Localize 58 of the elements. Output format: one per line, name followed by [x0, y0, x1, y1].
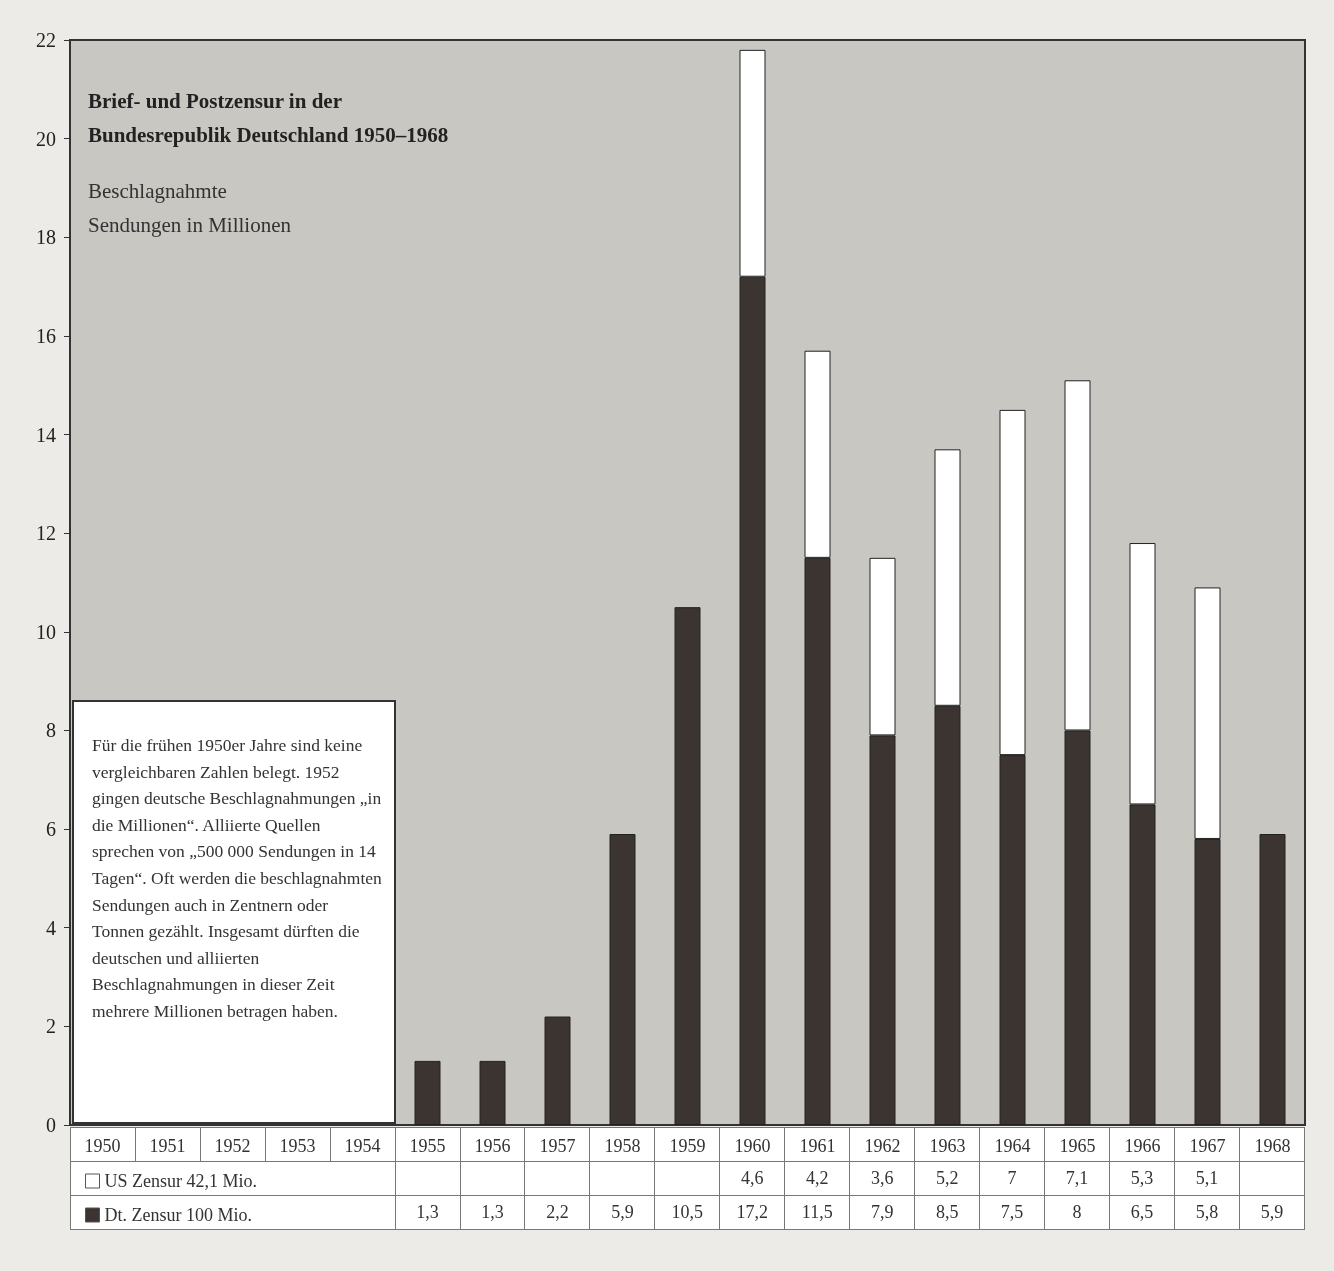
x-tick-label: 1955: [409, 1136, 446, 1156]
data-label: 2,2: [524, 1195, 590, 1230]
x-tick-label: 1958: [604, 1136, 641, 1156]
y-tick-label: 10: [36, 620, 56, 643]
y-tick-label: 0: [46, 1114, 56, 1136]
data-label: 5,2: [914, 1161, 980, 1196]
data-label: 4,6: [719, 1161, 785, 1196]
data-label: 5,3: [1109, 1161, 1175, 1196]
y-tick-label: 12: [36, 522, 56, 545]
x-tick-label: 1961: [799, 1136, 836, 1156]
x-tick-label: 1960: [734, 1136, 771, 1156]
data-label: 1,3: [395, 1195, 461, 1230]
x-tick-label: 1966: [1124, 1136, 1161, 1156]
data-label: 8: [1044, 1195, 1110, 1230]
data-label: 4,2: [784, 1161, 850, 1196]
y-tick-label: 6: [46, 818, 56, 841]
x-tick-label: 1963: [929, 1136, 966, 1156]
x-tick-label: 1951: [149, 1136, 186, 1156]
data-label: 5,9: [1239, 1195, 1305, 1230]
x-tick-label: 1962: [864, 1136, 901, 1156]
data-label: 10,5: [654, 1195, 720, 1230]
data-label: 6,5: [1109, 1195, 1175, 1230]
data-label: 3,6: [849, 1161, 915, 1196]
data-label: 7,1: [1044, 1161, 1110, 1196]
y-tick-label: 4: [46, 916, 56, 939]
data-label: 7: [979, 1161, 1045, 1196]
data-label: 7,5: [979, 1195, 1045, 1230]
y-tick-label: 14: [36, 423, 56, 446]
y-tick-label: 22: [36, 29, 56, 51]
y-tick-label: 20: [36, 127, 56, 150]
legend-label: US Zensur 42,1 Mio.: [104, 1171, 257, 1191]
x-tick-label: 1954: [344, 1136, 381, 1156]
x-tick-label: 1950: [84, 1136, 121, 1156]
text: Beschlagnahmte Sendungen in Millionen: [88, 178, 292, 239]
x-tick-label: 1952: [214, 1136, 251, 1156]
y-tick-label: 18: [36, 226, 56, 249]
x-tick-label: 1965: [1059, 1136, 1096, 1156]
x-tick-label: 1967: [1189, 1136, 1226, 1156]
data-label: 5,8: [1174, 1195, 1240, 1230]
legend-label: Dt. Zensur 100 Mio.: [104, 1205, 252, 1225]
data-label: 8,5: [914, 1195, 980, 1230]
x-tick-label: 1957: [539, 1136, 576, 1156]
y-tick-label: 8: [46, 719, 56, 742]
y-tick-label: 2: [46, 1015, 56, 1038]
data-label: 7,9: [849, 1195, 915, 1230]
x-tick-label: 1956: [474, 1136, 511, 1156]
x-tick-label: 1968: [1254, 1136, 1291, 1156]
text: Brief- und Postzensur in der Bundesrepublik Deutschland 1950–1968: [88, 88, 450, 149]
x-tick-label: 1964: [994, 1136, 1031, 1156]
data-label: 5,1: [1174, 1161, 1240, 1196]
data-label: 17,2: [719, 1195, 785, 1230]
note-box: Für die frühen 1950er Jahre sind keine vergleichbaren Zahlen belegt. 1952 gingen deutsche Beschlagnahmungen „in die Millionen“. Alliierte Quellen sprechen von „500 000 Sendungen in 14 Tagen“. Oft werden die beschlagnahmten Sendungen auch in Zentnern oder Tonnen gezählt. Insgesamt dürften die deutschen und alliierten Beschlagnahmungen in dieser Zeit mehrere Millionen betragen haben.: [72, 700, 396, 1124]
x-tick-label: 1959: [669, 1136, 706, 1156]
y-tick-label: 16: [36, 324, 56, 347]
data-label: 1,3: [460, 1195, 525, 1230]
x-tick-label: 1953: [279, 1136, 316, 1156]
data-label: 11,5: [784, 1195, 850, 1230]
data-label: 5,9: [589, 1195, 655, 1230]
